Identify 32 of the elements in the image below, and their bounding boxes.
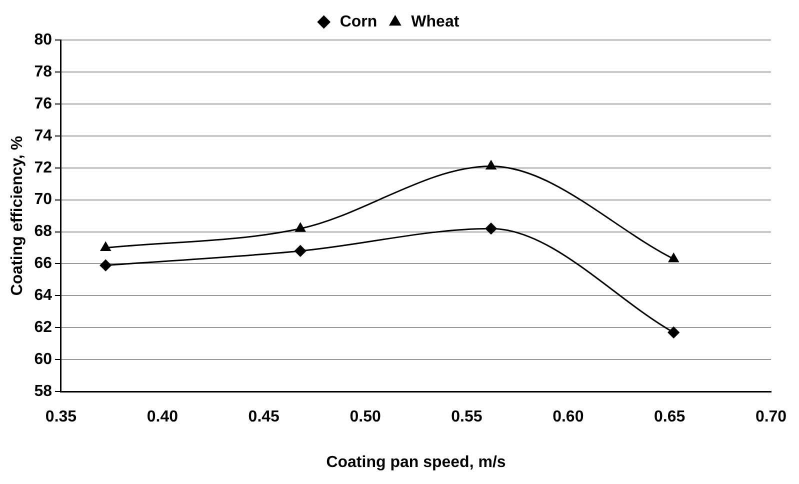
x-tick-label: 0.65: [654, 408, 686, 426]
x-tick-label: 0.70: [755, 408, 787, 426]
x-axis-title: Coating pan speed, m/s: [326, 454, 506, 471]
x-tick-label: 0.55: [451, 408, 482, 426]
x-tick-label: 0.35: [45, 408, 77, 426]
x-tick-label: 0.45: [248, 408, 280, 426]
x-tick-label: 0.40: [146, 408, 178, 426]
y-tick-label: 58: [34, 383, 52, 400]
y-tick-label: 68: [34, 223, 52, 240]
point: [294, 245, 306, 257]
point: [668, 326, 680, 338]
legend-label: Wheat: [411, 13, 460, 30]
y-tick-label: 72: [34, 159, 52, 176]
x-tick-label: 0.50: [350, 408, 381, 426]
point: [100, 242, 111, 252]
y-axis-title: Coating efficiency, %: [9, 136, 26, 296]
legend-label: Corn: [340, 13, 378, 30]
y-tick-label: 64: [34, 287, 52, 304]
y-tick-label: 80: [34, 31, 52, 48]
y-tick-label: 70: [34, 191, 52, 208]
y-tick-label: 74: [34, 127, 52, 144]
point: [295, 222, 306, 232]
x-tick-label: 0.60: [552, 408, 584, 426]
point: [668, 253, 679, 262]
y-tick-label: 76: [34, 95, 52, 112]
y-tick-label: 66: [34, 255, 52, 272]
point: [485, 222, 497, 234]
point: [100, 260, 112, 272]
y-tick-label: 62: [34, 319, 52, 336]
y-tick-label: 78: [34, 63, 52, 80]
point: [486, 160, 496, 170]
y-tick-label: 60: [34, 351, 52, 368]
